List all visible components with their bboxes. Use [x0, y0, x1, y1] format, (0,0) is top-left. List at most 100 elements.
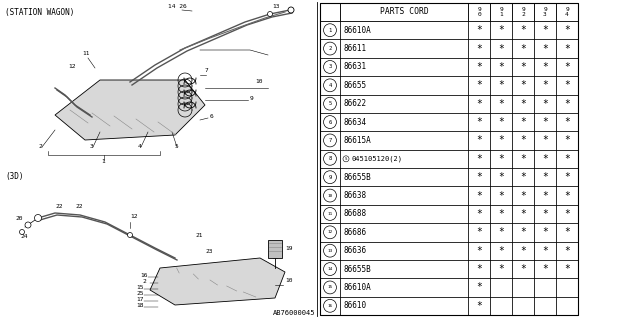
- Text: 8: 8: [328, 156, 332, 161]
- Text: *: *: [498, 191, 504, 201]
- Text: 86688: 86688: [343, 209, 366, 219]
- Bar: [320, 297, 340, 315]
- Bar: [490, 297, 512, 315]
- Bar: [556, 58, 578, 76]
- Bar: [340, 58, 468, 76]
- Text: *: *: [564, 227, 570, 237]
- Text: *: *: [498, 25, 504, 35]
- Bar: [512, 150, 534, 168]
- Circle shape: [127, 233, 132, 237]
- Text: 19: 19: [285, 246, 292, 251]
- Bar: [556, 278, 578, 297]
- Bar: [490, 186, 512, 205]
- Text: *: *: [564, 154, 570, 164]
- Bar: [534, 131, 556, 150]
- Text: *: *: [542, 62, 548, 72]
- Text: 15: 15: [328, 285, 333, 289]
- Text: *: *: [564, 172, 570, 182]
- Bar: [320, 278, 340, 297]
- Text: *: *: [520, 154, 526, 164]
- Bar: [320, 39, 340, 58]
- Text: 9
4: 9 4: [565, 7, 569, 17]
- Bar: [512, 205, 534, 223]
- Bar: [340, 76, 468, 94]
- Text: *: *: [520, 191, 526, 201]
- Bar: [320, 94, 340, 113]
- Bar: [512, 94, 534, 113]
- Text: 86611: 86611: [343, 44, 366, 53]
- Text: *: *: [542, 264, 548, 274]
- Bar: [320, 58, 340, 76]
- Text: *: *: [476, 246, 482, 256]
- Text: *: *: [476, 191, 482, 201]
- Text: 86610: 86610: [343, 301, 366, 310]
- Text: 22: 22: [55, 204, 63, 209]
- Text: *: *: [520, 135, 526, 145]
- Bar: [340, 242, 468, 260]
- Bar: [340, 168, 468, 186]
- Bar: [534, 3, 556, 21]
- Text: *: *: [520, 62, 526, 72]
- Bar: [534, 21, 556, 39]
- Text: *: *: [520, 80, 526, 90]
- Text: *: *: [542, 191, 548, 201]
- Text: 86634: 86634: [343, 117, 366, 127]
- Bar: [512, 3, 534, 21]
- Circle shape: [19, 229, 24, 235]
- Text: 3: 3: [328, 64, 332, 69]
- Text: 2: 2: [328, 46, 332, 51]
- Text: 2: 2: [142, 279, 146, 284]
- Bar: [320, 21, 340, 39]
- Bar: [534, 94, 556, 113]
- Text: 11: 11: [328, 212, 333, 216]
- Text: 10: 10: [285, 278, 292, 283]
- Text: 7: 7: [328, 138, 332, 143]
- Bar: [468, 223, 490, 242]
- Text: 5: 5: [175, 144, 179, 149]
- Bar: [512, 260, 534, 278]
- Text: 12: 12: [68, 64, 76, 69]
- Bar: [468, 131, 490, 150]
- Text: 4: 4: [328, 83, 332, 88]
- Bar: [534, 297, 556, 315]
- Text: 86638: 86638: [343, 191, 366, 200]
- Bar: [320, 150, 340, 168]
- Bar: [320, 242, 340, 260]
- Text: *: *: [564, 62, 570, 72]
- Text: *: *: [564, 191, 570, 201]
- Polygon shape: [150, 258, 285, 305]
- Bar: [340, 278, 468, 297]
- Text: *: *: [498, 80, 504, 90]
- Text: *: *: [542, 209, 548, 219]
- Text: 12: 12: [328, 230, 333, 234]
- Text: *: *: [564, 135, 570, 145]
- Text: 20: 20: [15, 216, 22, 221]
- Text: *: *: [564, 209, 570, 219]
- Bar: [340, 205, 468, 223]
- Bar: [320, 260, 340, 278]
- Text: *: *: [476, 44, 482, 53]
- Text: 86655: 86655: [343, 81, 366, 90]
- Text: 86622: 86622: [343, 99, 366, 108]
- Bar: [340, 94, 468, 113]
- Text: 86610A: 86610A: [343, 26, 371, 35]
- Text: 86631: 86631: [343, 62, 366, 71]
- Text: 9
3: 9 3: [543, 7, 547, 17]
- Text: *: *: [564, 117, 570, 127]
- Text: *: *: [476, 135, 482, 145]
- Bar: [340, 21, 468, 39]
- Bar: [340, 39, 468, 58]
- Bar: [320, 205, 340, 223]
- Text: 86686: 86686: [343, 228, 366, 237]
- Text: *: *: [564, 99, 570, 109]
- Text: *: *: [476, 117, 482, 127]
- Text: *: *: [476, 283, 482, 292]
- Bar: [556, 223, 578, 242]
- Bar: [556, 186, 578, 205]
- Text: *: *: [476, 172, 482, 182]
- Bar: [340, 260, 468, 278]
- Bar: [320, 3, 340, 21]
- Bar: [490, 242, 512, 260]
- Bar: [468, 76, 490, 94]
- Bar: [320, 186, 340, 205]
